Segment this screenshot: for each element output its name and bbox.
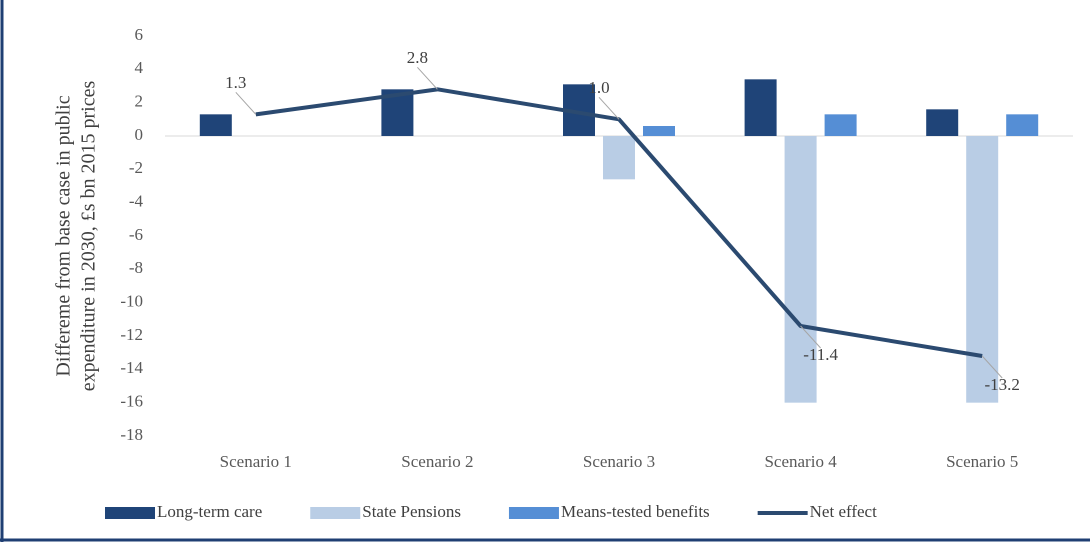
leader-line — [598, 96, 620, 120]
x-tick-label: Scenario 2 — [401, 452, 473, 471]
bar — [926, 109, 959, 136]
y-tick-label: -18 — [120, 425, 143, 444]
y-tick-label: 2 — [135, 92, 144, 111]
bar — [643, 126, 675, 136]
y-tick-label: -2 — [129, 158, 143, 177]
y-tick-label: 6 — [135, 25, 144, 44]
bar — [966, 136, 999, 403]
bar — [824, 114, 857, 136]
y-axis-label: Differeme from base case in public — [53, 95, 75, 376]
y-tick-label: -14 — [120, 358, 143, 377]
y-tick-label: -12 — [120, 325, 143, 344]
leader-line — [235, 91, 257, 115]
legend-label: Long-term care — [157, 502, 262, 521]
legend-swatch — [508, 507, 559, 519]
y-tick-label: -16 — [120, 392, 143, 411]
y-axis-label: expenditure in 2030, £s bn 2015 prices — [78, 81, 100, 392]
bar — [1006, 114, 1039, 136]
bar — [199, 114, 232, 136]
y-tick-label: -4 — [129, 192, 144, 211]
y-tick-label: -6 — [129, 225, 143, 244]
legend-label: Net effect — [810, 502, 877, 521]
data-label: -11.4 — [803, 345, 838, 364]
leader-line — [800, 325, 821, 349]
x-tick-label: Scenario 1 — [220, 452, 292, 471]
data-label: 1.3 — [225, 73, 246, 92]
bar — [603, 136, 635, 180]
y-tick-label: 4 — [135, 58, 144, 77]
x-tick-label: Scenario 3 — [583, 452, 655, 471]
leader-line — [417, 66, 438, 90]
leader-line — [981, 355, 1003, 379]
bar — [784, 136, 817, 403]
line — [255, 87, 983, 358]
y-tick-label: -10 — [120, 292, 143, 311]
data-label: -13.2 — [984, 375, 1019, 394]
y-tick-label: 0 — [135, 125, 144, 144]
legend-label: State Pensions — [362, 502, 461, 521]
data-label: 1.0 — [588, 78, 609, 97]
legend-label: Means-tested benefits — [561, 502, 710, 521]
x-tick-label: Scenario 5 — [946, 452, 1018, 471]
x-tick-label: Scenario 4 — [764, 452, 837, 471]
legend-swatch — [105, 507, 155, 519]
bar — [744, 79, 777, 136]
y-tick-label: -8 — [129, 258, 143, 277]
legend-swatch — [310, 507, 361, 519]
data-label: 2.8 — [407, 48, 428, 67]
